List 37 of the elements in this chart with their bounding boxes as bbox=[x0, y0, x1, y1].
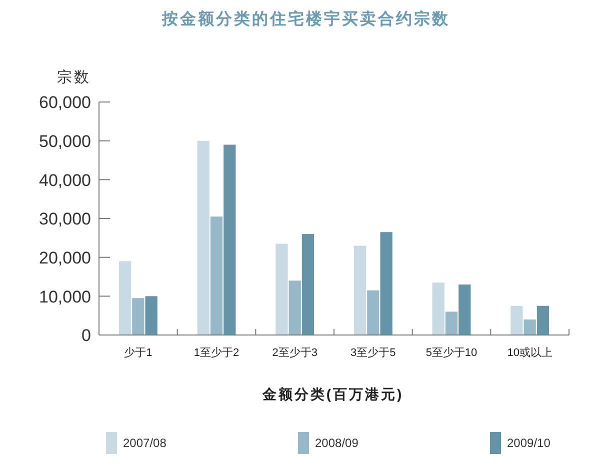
bar bbox=[118, 261, 132, 335]
y-tick-label: 40,000 bbox=[39, 170, 91, 190]
x-axis-title: 金额分类(百万港元) bbox=[261, 386, 404, 402]
bar bbox=[197, 140, 210, 335]
bar bbox=[536, 306, 550, 335]
y-axis-title: 宗数 bbox=[57, 69, 91, 86]
bar bbox=[524, 319, 536, 335]
chart-title: 按金额分类的住宅楼宇买卖合约宗数 bbox=[161, 9, 450, 28]
y-tick-label: 0 bbox=[82, 326, 91, 346]
bar bbox=[210, 216, 223, 335]
y-tick-label: 30,000 bbox=[39, 210, 91, 229]
bar bbox=[510, 306, 523, 335]
y-tick-label: 20,000 bbox=[39, 248, 91, 268]
y-tick-label: 10,000 bbox=[39, 287, 91, 306]
x-tick-label: 少于1 bbox=[124, 346, 152, 359]
bar bbox=[132, 298, 144, 335]
bar bbox=[432, 282, 444, 335]
bar bbox=[288, 280, 301, 335]
bar bbox=[458, 284, 471, 335]
legend-label: 2007/08 bbox=[123, 436, 167, 450]
bar bbox=[145, 296, 158, 335]
y-tick-label: 50,000 bbox=[39, 132, 91, 151]
bar bbox=[224, 144, 236, 335]
bar bbox=[354, 246, 366, 335]
bar bbox=[276, 244, 288, 335]
bar bbox=[367, 290, 380, 335]
x-tick-label: 3至少于5 bbox=[350, 346, 396, 359]
bar bbox=[302, 234, 314, 335]
bar bbox=[445, 312, 458, 335]
x-tick-label: 5至少于10 bbox=[426, 346, 478, 359]
y-tick-label: 60,000 bbox=[39, 93, 91, 112]
x-tick-label: 10或以上 bbox=[507, 346, 552, 359]
x-tick-label: 2至少于3 bbox=[272, 346, 318, 359]
legend-label: 2008/09 bbox=[315, 436, 359, 450]
legend-label: 2009/10 bbox=[507, 436, 551, 450]
bar bbox=[380, 232, 392, 335]
x-tick-label: 1至少于2 bbox=[194, 346, 240, 359]
